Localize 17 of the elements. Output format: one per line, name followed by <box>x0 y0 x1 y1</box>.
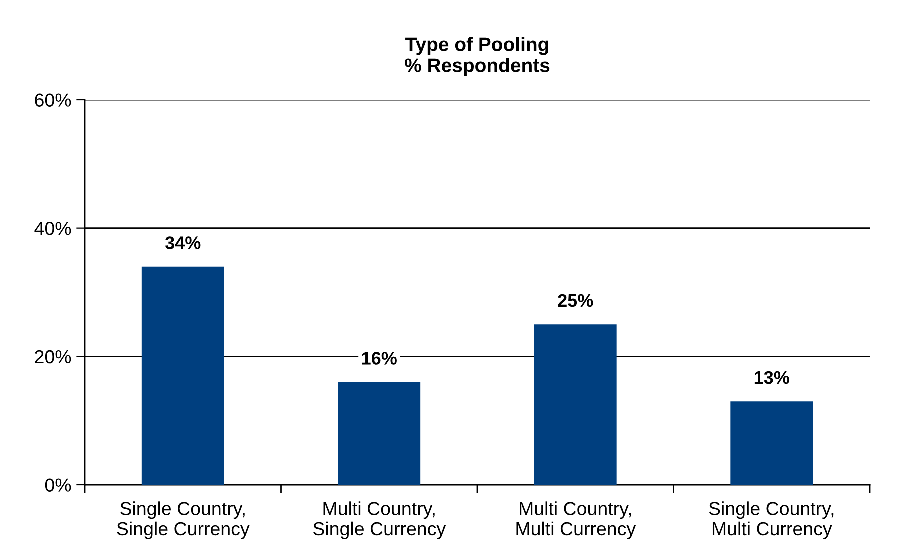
y-tick-label: 20% <box>35 350 72 364</box>
y-tick-label: 0% <box>45 478 72 492</box>
x-tick-label: Multi Country, Multi Currency <box>516 502 636 540</box>
bar <box>142 266 224 485</box>
data-label: 34% <box>165 236 201 250</box>
bar <box>534 324 617 485</box>
x-tick-label: Single Country, Multi Currency <box>709 502 834 540</box>
bar <box>338 382 421 485</box>
y-tick-label: 40% <box>34 222 72 236</box>
data-label: 25% <box>558 294 594 308</box>
y-tick-label: 60% <box>35 94 72 107</box>
chart-title: Type of Pooling % Respondents <box>405 37 550 76</box>
data-label: 16% <box>362 352 397 365</box>
bar <box>730 402 814 485</box>
x-tick-label: Multi Country, Single Currency <box>314 502 446 540</box>
x-tick-label: Single Country, Single Currency <box>117 502 250 540</box>
data-label: 13% <box>754 371 790 384</box>
